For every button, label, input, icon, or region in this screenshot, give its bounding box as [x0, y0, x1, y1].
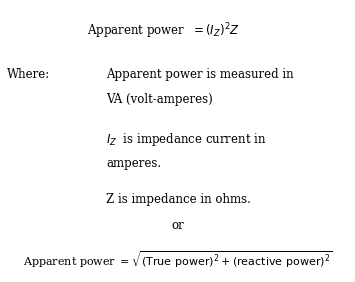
- Text: Where:: Where:: [7, 68, 50, 81]
- Text: amperes.: amperes.: [106, 157, 162, 169]
- Text: Apparent power $= \sqrt{(\mathrm{True\ power})^2 + (\mathrm{reactive\ power})^2}: Apparent power $= \sqrt{(\mathrm{True\ p…: [23, 250, 332, 270]
- Text: $I_Z$  is impedance current in: $I_Z$ is impedance current in: [106, 131, 267, 148]
- Text: or: or: [171, 219, 184, 232]
- Text: VA (volt-amperes): VA (volt-amperes): [106, 93, 213, 106]
- Text: Z is impedance in ohms.: Z is impedance in ohms.: [106, 193, 251, 206]
- Text: Apparent power  $= (I_Z)^2 Z$: Apparent power $= (I_Z)^2 Z$: [87, 21, 240, 41]
- Text: Apparent power is measured in: Apparent power is measured in: [106, 68, 294, 81]
